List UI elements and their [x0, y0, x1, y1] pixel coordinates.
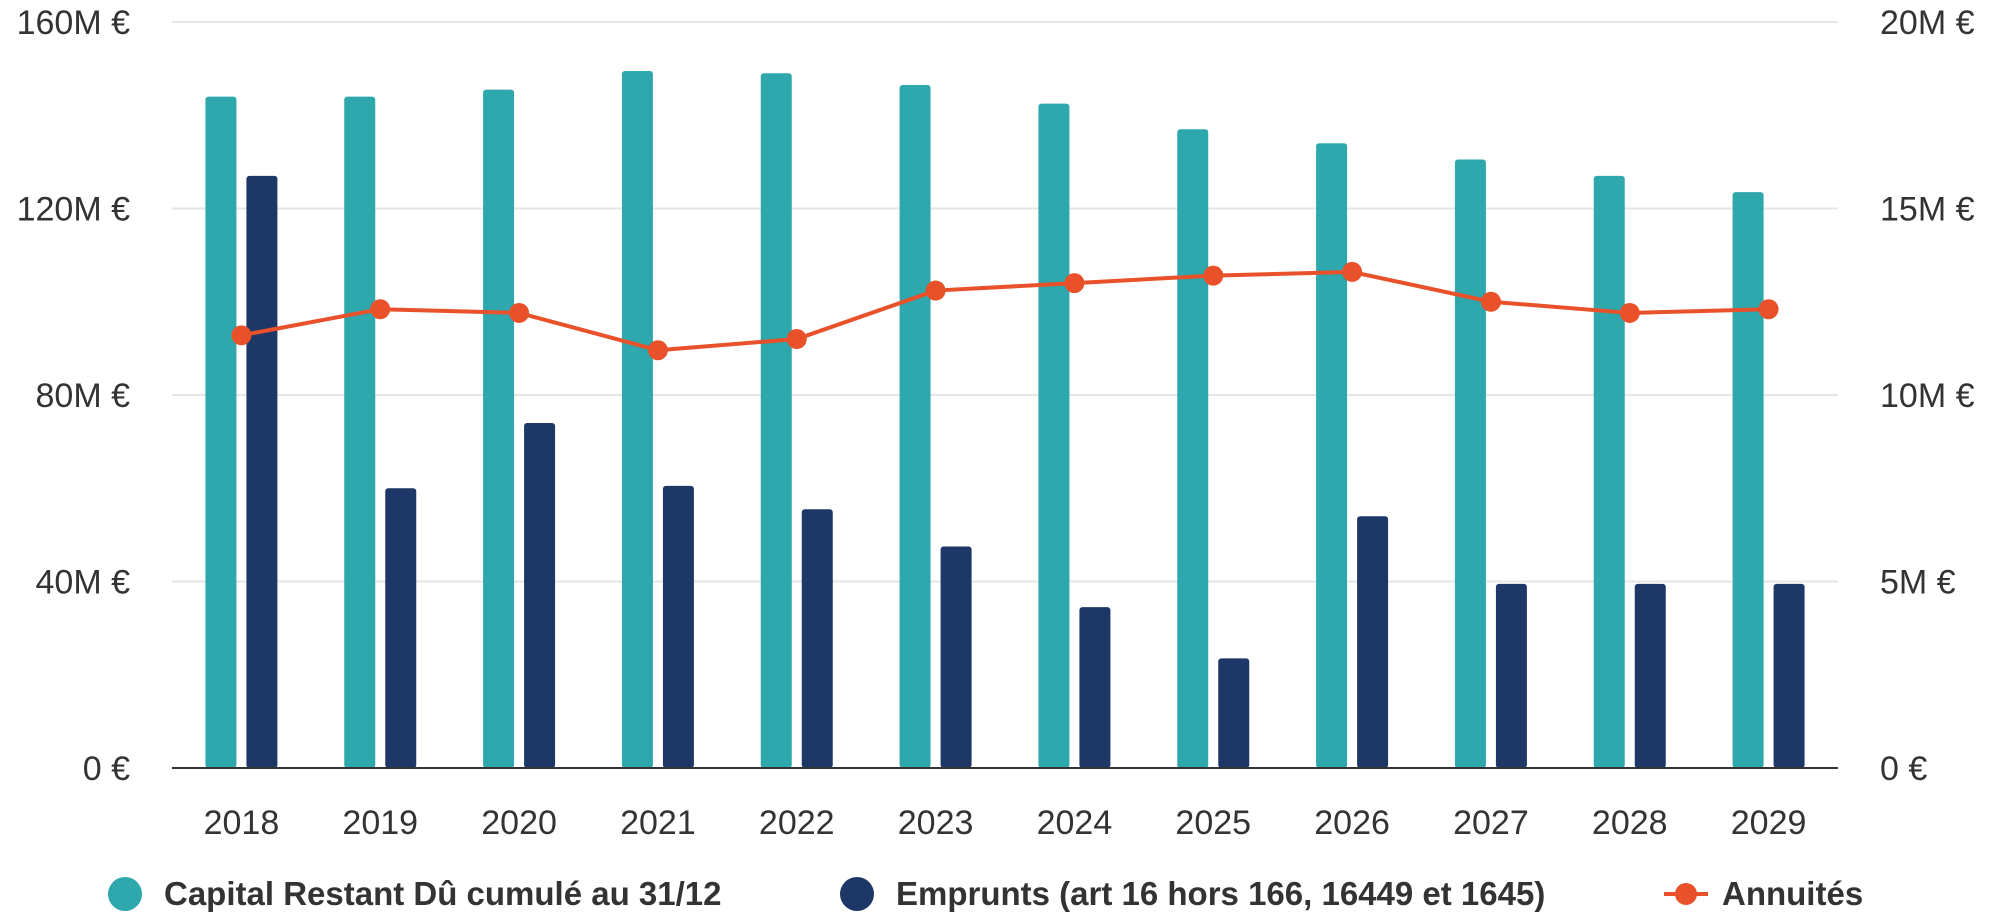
legend: Capital Restant Dû cumulé au 31/12 Empru… — [0, 872, 1995, 916]
legend-label-annuites: Annuités — [1722, 875, 1864, 912]
point-annuites-2022 — [786, 329, 807, 350]
x-tick-label-2027: 2027 — [1453, 804, 1529, 842]
x-tick-label-2028: 2028 — [1592, 804, 1668, 842]
x-tick-label-2029: 2029 — [1731, 804, 1807, 842]
bar-capital-2023 — [899, 84, 931, 769]
legend-swatch-emprunts — [840, 877, 874, 911]
point-annuites-2023 — [925, 280, 946, 301]
bar-capital-2018 — [205, 96, 237, 769]
bar-capital-2027 — [1454, 159, 1486, 768]
legend-label-emprunts: Emprunts (art 16 hors 166, 16449 et 1645… — [896, 875, 1546, 912]
y-right-tick-label-1: 5M € — [1880, 564, 1956, 602]
bar-emprunts-2018 — [246, 175, 278, 769]
x-tick-label-2021: 2021 — [620, 804, 696, 842]
x-tick-label-2024: 2024 — [1037, 804, 1113, 842]
line-annuites — [241, 269, 1769, 353]
bar-capital-2028 — [1593, 175, 1625, 769]
point-annuites-2025 — [1203, 265, 1224, 286]
x-tick-label-2020: 2020 — [481, 804, 557, 842]
x-tick-label-2022: 2022 — [759, 804, 835, 842]
bar-emprunts-2024 — [1079, 607, 1111, 768]
bar-emprunts-2029 — [1773, 583, 1805, 768]
x-axis: 2018 2019 2020 2021 2022 2023 2024 2025 2026 2027… — [204, 804, 1807, 842]
y-left-tick-label-1: 40M € — [36, 564, 131, 602]
legend-item-emprunts[interactable]: Emprunts (art 16 hors 166, 16449 et 1645… — [840, 872, 1545, 916]
legend-label-capital: Capital Restant Dû cumulé au 31/12 — [164, 875, 722, 912]
point-annuites-2026 — [1342, 261, 1363, 282]
bar-emprunts-2026 — [1357, 516, 1389, 768]
bar-capital-2029 — [1732, 192, 1764, 768]
bar-capital-2022 — [760, 73, 792, 769]
y-left-tick-label-3: 120M € — [17, 191, 130, 229]
point-annuites-2021 — [647, 340, 668, 361]
y-right-tick-label-2: 10M € — [1880, 377, 1975, 415]
bar-emprunts-2020 — [524, 422, 556, 768]
point-annuites-2024 — [1064, 273, 1085, 294]
x-tick-label-2025: 2025 — [1175, 804, 1251, 842]
point-annuites-2029 — [1758, 299, 1779, 320]
point-annuites-2020 — [509, 302, 530, 323]
bar-emprunts-2021 — [662, 485, 694, 768]
x-tick-label-2019: 2019 — [342, 804, 418, 842]
bar-capital-2019 — [344, 96, 376, 769]
y-axis-left: 0 € 40M € 80M € 120M € 160M € — [17, 4, 130, 788]
point-annuites-2028 — [1619, 302, 1640, 323]
bar-capital-2021 — [621, 70, 653, 769]
bar-capital-2020 — [483, 89, 515, 768]
y-left-tick-label-4: 160M € — [17, 4, 130, 42]
legend-swatch-annuites — [1664, 877, 1708, 911]
x-tick-label-2018: 2018 — [204, 804, 280, 842]
y-right-tick-label-3: 15M € — [1880, 191, 1975, 229]
bar-emprunts-2022 — [801, 509, 833, 768]
bar-capital-2026 — [1316, 143, 1348, 769]
y-left-tick-label-0: 0 € — [83, 750, 130, 788]
y-right-tick-label-0: 0 € — [1880, 750, 1927, 788]
gridlines — [172, 21, 1838, 583]
bar-emprunts-2027 — [1495, 583, 1527, 768]
legend-item-annuites[interactable]: Annuités — [1664, 872, 1863, 916]
x-tick-label-2023: 2023 — [898, 804, 974, 842]
point-annuites-2019 — [370, 299, 391, 320]
y-axis-right: 0 € 5M € 10M € 15M € 20M € — [1880, 4, 1975, 788]
bar-capital-2024 — [1038, 103, 1070, 768]
bar-emprunts-2028 — [1634, 583, 1666, 768]
y-left-tick-label-2: 80M € — [36, 377, 131, 415]
bar-emprunts-2019 — [385, 488, 417, 768]
bar-emprunts-2025 — [1218, 658, 1250, 768]
legend-item-capital[interactable]: Capital Restant Dû cumulé au 31/12 — [108, 872, 722, 916]
legend-swatch-capital — [108, 877, 142, 911]
point-annuites-2018 — [231, 325, 252, 346]
bar-capital-2025 — [1177, 129, 1209, 769]
y-right-tick-label-4: 20M € — [1880, 4, 1975, 42]
combo-chart: 0 € 40M € 80M € 120M € 160M € 0 € 5M € 10M € 15… — [17, 4, 1975, 842]
bar-emprunts-2023 — [940, 546, 972, 768]
bar-series — [205, 70, 1805, 769]
x-tick-label-2026: 2026 — [1314, 804, 1390, 842]
line-series — [231, 261, 1779, 361]
point-annuites-2027 — [1480, 291, 1501, 312]
